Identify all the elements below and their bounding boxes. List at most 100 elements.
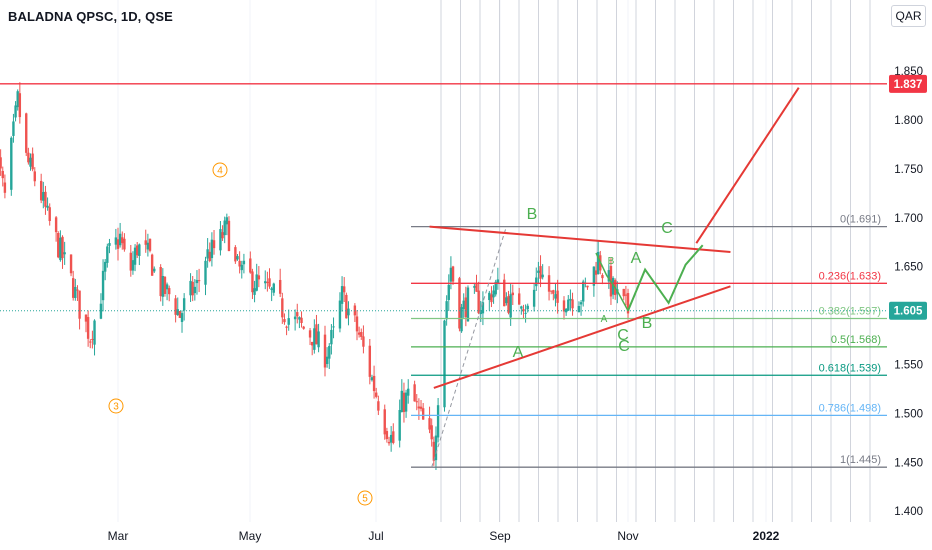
candle-body: [59, 237, 62, 261]
candle-body: [54, 217, 58, 233]
candle-body: [328, 346, 331, 359]
candle-body: [377, 401, 380, 411]
candle-body: [39, 180, 43, 201]
price-tick-label: 1.400: [894, 506, 923, 518]
candle-body: [29, 157, 32, 167]
candle-body: [402, 392, 406, 413]
candle-body: [89, 341, 92, 343]
candle-body: [343, 286, 346, 293]
wave-label-A: A: [513, 344, 524, 361]
price-tick-label: 1.450: [894, 457, 923, 469]
candle-body: [253, 288, 256, 295]
symbol-title: BALADNA QPSC, 1D, QSE: [8, 9, 173, 24]
candle-body: [626, 293, 630, 314]
fib-label-1: 1(1.445): [840, 454, 881, 466]
wave-label-C: C: [618, 338, 630, 355]
candle-body: [338, 300, 342, 329]
candle-body: [550, 290, 553, 292]
currency-button[interactable]: QAR: [891, 5, 926, 27]
candle-body: [443, 320, 446, 408]
fib-label-0.236: 0.236(1.633): [819, 270, 881, 282]
candle-body: [182, 298, 186, 311]
wave-label-B: B: [642, 315, 653, 332]
candle-body: [428, 418, 431, 430]
candle-body: [208, 251, 211, 262]
candle-body: [298, 317, 301, 320]
candle-body: [562, 300, 566, 312]
time-tick-label: Sep: [489, 529, 511, 543]
candle-body: [195, 279, 199, 284]
candle-body: [46, 205, 49, 208]
candle-body: [42, 191, 45, 201]
candle-body: [266, 281, 269, 283]
candle-body: [387, 441, 391, 444]
candles: [0, 82, 630, 470]
fibonacci-retracement[interactable]: 0(1.691) 0.236(1.633) 0.382(1.597) 0.5(1.56…: [411, 214, 887, 468]
candle-body: [33, 171, 36, 182]
wave-label-A: A: [631, 250, 642, 267]
candle-body: [430, 425, 433, 440]
candle-body: [313, 328, 316, 350]
candle-body: [447, 284, 450, 300]
candle-body: [159, 267, 162, 297]
lower-trendline[interactable]: [433, 285, 731, 389]
candle-body: [3, 182, 7, 193]
candle-body: [389, 434, 393, 443]
candle-body: [116, 239, 120, 249]
candle-body: [296, 312, 299, 317]
candle-body: [12, 121, 15, 136]
candle-body: [375, 392, 378, 397]
candle-body: [535, 277, 538, 287]
candle-body: [360, 332, 363, 337]
candle-body: [385, 431, 389, 440]
candle-body: [302, 326, 305, 329]
last-price-badge: [889, 301, 927, 320]
candle-body: [114, 237, 118, 245]
abc-projection-path[interactable]: [627, 244, 704, 312]
candle-body: [91, 338, 94, 341]
candle-body: [148, 238, 152, 251]
candle-body: [287, 318, 290, 325]
candle-body: [129, 252, 133, 271]
candle-body: [103, 261, 107, 272]
abc-zigzag-path[interactable]: [595, 252, 629, 312]
candle-body: [622, 288, 625, 297]
candle-body: [507, 296, 510, 313]
candle-body: [503, 279, 506, 307]
upper-trendline[interactable]: [429, 225, 731, 254]
candle-body: [419, 406, 423, 409]
wave-label-B: B: [527, 206, 538, 223]
candle-body: [281, 298, 284, 318]
candle-body: [74, 286, 77, 298]
candle-body: [332, 326, 335, 328]
price-tick-label: 1.800: [894, 115, 923, 127]
fib-label-0.786: 0.786(1.498): [819, 402, 881, 414]
candle-body: [178, 310, 182, 318]
candle-body: [392, 431, 395, 443]
candle-body: [330, 329, 333, 345]
candle-body: [268, 278, 271, 287]
candle-body: [357, 332, 361, 335]
candle-body: [323, 334, 327, 368]
candle-body: [257, 275, 261, 280]
fib-label-0.382: 0.382(1.597): [819, 306, 881, 318]
breakout-projection-line[interactable]: [695, 87, 800, 244]
candle-body: [71, 278, 75, 298]
candle-body: [511, 292, 514, 296]
candle-body: [206, 249, 209, 259]
candle-body: [505, 297, 508, 304]
time-tick-label: Mar: [108, 529, 129, 543]
candle-body: [345, 294, 348, 319]
candle-body: [61, 236, 64, 259]
candle-body: [571, 299, 574, 309]
candle-body: [552, 290, 555, 294]
wave-circle: [212, 162, 228, 178]
drawings[interactable]: [429, 87, 800, 389]
candle-body: [168, 288, 171, 295]
price-tick-label: 1.750: [894, 164, 923, 176]
candle-body: [283, 319, 286, 323]
time-axis-bg: [0, 522, 888, 550]
candle-body: [264, 281, 267, 284]
